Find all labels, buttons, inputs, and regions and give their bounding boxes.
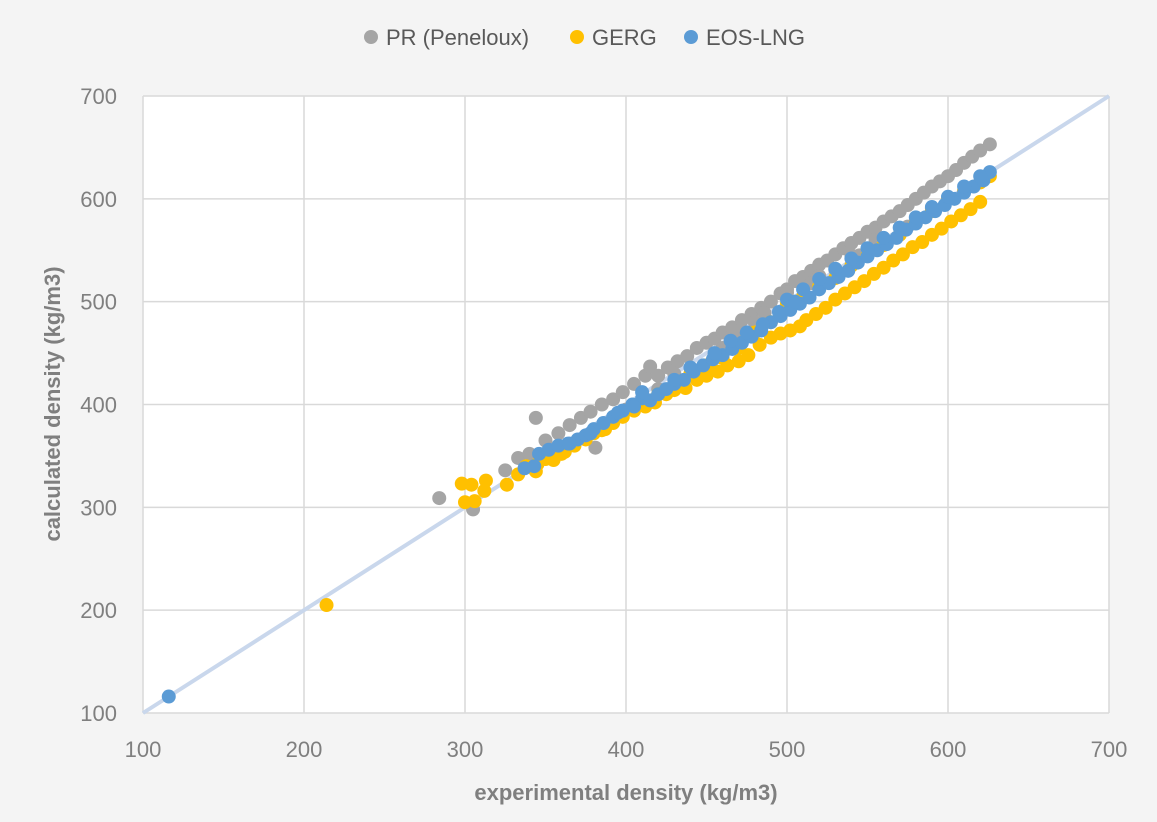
- data-point: [915, 235, 930, 250]
- data-point: [606, 392, 621, 407]
- data-point: [723, 333, 738, 348]
- data-point: [478, 473, 493, 488]
- data-point: [522, 446, 537, 461]
- legend: PR (Peneloux) GERG EOS-LNG: [364, 25, 805, 50]
- data-point: [467, 494, 482, 509]
- x-tick-label: 100: [125, 737, 162, 762]
- data-point: [788, 294, 803, 309]
- data-point: [477, 483, 492, 498]
- data-point: [161, 689, 176, 704]
- data-point: [812, 272, 827, 287]
- data-point: [895, 247, 910, 262]
- data-point: [676, 372, 691, 387]
- data-point: [527, 459, 542, 474]
- data-point: [562, 418, 577, 433]
- legend-marker-gerg: [570, 30, 584, 44]
- data-point: [667, 372, 682, 387]
- data-point: [876, 260, 891, 275]
- data-point: [627, 399, 642, 414]
- data-point: [941, 189, 955, 204]
- data-point: [973, 169, 988, 184]
- x-tick-label: 500: [769, 737, 806, 762]
- data-point: [499, 477, 514, 492]
- x-tick-label: 600: [930, 737, 967, 762]
- data-point: [755, 317, 770, 332]
- data-point: [892, 220, 907, 235]
- data-point: [818, 300, 833, 315]
- data-point: [610, 405, 625, 420]
- data-point: [963, 202, 978, 217]
- data-point: [588, 440, 603, 455]
- y-tick-label: 700: [80, 84, 117, 109]
- data-point: [643, 359, 658, 374]
- data-point: [498, 463, 513, 478]
- data-point: [876, 230, 891, 245]
- data-point: [464, 477, 479, 492]
- data-point: [771, 304, 786, 319]
- legend-label-pr-peneloux: PR (Peneloux): [386, 25, 529, 50]
- data-point: [763, 294, 778, 309]
- data-point: [562, 436, 577, 451]
- data-point: [828, 261, 843, 276]
- data-points: [161, 137, 997, 704]
- legend-label-eos-lng: EOS-LNG: [706, 25, 805, 50]
- y-tick-label: 200: [80, 598, 117, 623]
- data-point: [796, 282, 811, 297]
- data-point: [551, 426, 566, 441]
- legend-marker-pr-peneloux: [364, 30, 378, 44]
- data-point: [319, 598, 334, 613]
- series-2: [161, 165, 997, 704]
- data-point: [615, 385, 630, 400]
- x-tick-label: 700: [1091, 737, 1128, 762]
- data-point: [583, 426, 598, 441]
- data-point: [583, 404, 598, 419]
- data-point: [528, 410, 543, 425]
- data-point: [841, 263, 856, 278]
- data-point: [982, 137, 997, 152]
- data-point: [683, 360, 698, 375]
- y-tick-label: 100: [80, 701, 117, 726]
- x-tick-label: 200: [286, 737, 323, 762]
- data-point: [844, 251, 859, 266]
- data-point: [860, 241, 875, 256]
- data-point: [934, 221, 949, 236]
- data-point: [957, 179, 972, 194]
- y-tick-label: 600: [80, 187, 117, 212]
- legend-label-gerg: GERG: [592, 25, 657, 50]
- data-point: [651, 368, 666, 383]
- y-tick-label: 300: [80, 495, 117, 520]
- data-point: [973, 194, 988, 209]
- x-tick-label: 300: [447, 737, 484, 762]
- y-tick-label: 400: [80, 393, 117, 418]
- data-point: [635, 385, 650, 400]
- data-point: [707, 346, 722, 361]
- x-axis-title: experimental density (kg/m3): [474, 780, 777, 805]
- y-axis-title: calculated density (kg/m3): [40, 266, 65, 541]
- legend-marker-eos-lng: [684, 30, 698, 44]
- data-point: [594, 397, 609, 412]
- data-point: [741, 348, 756, 363]
- data-point: [432, 491, 447, 506]
- x-tick-label: 400: [608, 737, 645, 762]
- tick-labels: 100 200 300 400 500 600 700 100 200 300 400 500 600 7…: [80, 84, 1127, 762]
- data-point: [857, 274, 872, 289]
- data-point: [739, 325, 754, 340]
- data-point: [924, 200, 939, 215]
- data-point: [908, 210, 923, 225]
- y-tick-label: 500: [80, 290, 117, 315]
- data-point: [680, 349, 695, 364]
